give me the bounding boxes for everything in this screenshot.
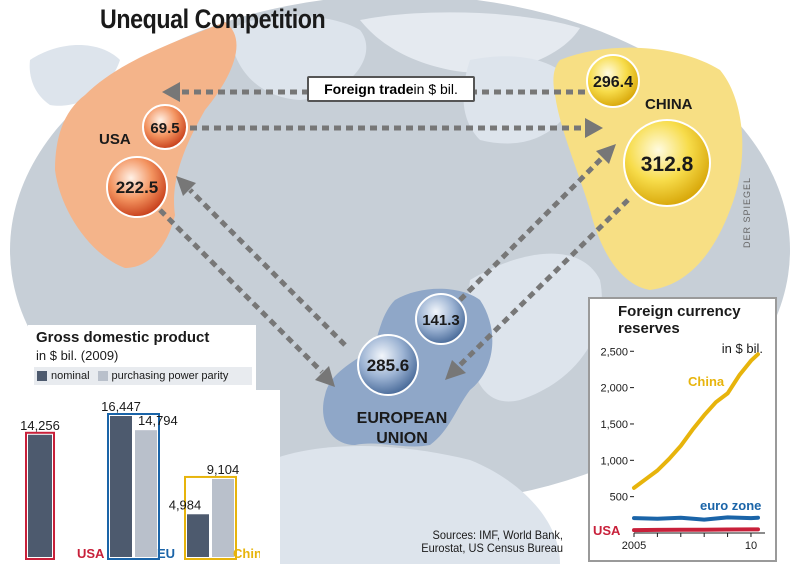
region-label-eu-line1: EUROPEAN [356,410,448,427]
arrow-china-to-eu [458,198,630,367]
line-euro-zone [632,515,760,522]
series-label-china: China [688,374,725,389]
bar-value-label: 14,794 [138,413,178,428]
bar-eu-ppp [135,430,157,557]
bubble-china-to-usa [586,54,640,108]
bar-usa-nominal [28,434,52,557]
y-tick-label: 2,000 [600,383,628,395]
line-usa [632,527,760,533]
sources: Sources: IMF, World Bank, Eurostat, US C… [420,529,563,555]
arrow-eu-to-usa [188,188,347,347]
region-usa [55,22,237,268]
y-tick-label: 1,000 [600,455,628,467]
arrowhead-usa-to-eu [315,366,335,387]
trade-label: Foreign trade [324,81,414,97]
land-africa [239,446,561,564]
series-label-euro-zone: euro zone [700,498,761,513]
credit: DER SPIEGEL [742,176,752,248]
arrow-usa-to-eu [158,208,324,374]
bubble-usa-to-eu [106,156,168,218]
bar-value-label: 9,104 [207,462,240,477]
arrowhead-china-to-eu [445,360,466,380]
trade-legend-box: Foreign trade in $ bil. [307,76,475,102]
category-label-china: China [233,546,260,561]
bar-value-label: 4,984 [169,497,202,512]
gdp-subtitle: in $ bil. (2009) [36,348,119,363]
arrow-eu-to-china [458,156,604,302]
legend-swatch-ppp [97,371,108,381]
bubble-eu-to-china [415,293,467,345]
land-siberia [463,56,580,144]
bubble-eu-to-usa [357,334,419,396]
value-eu-to-china: 141.3 [422,312,460,329]
line-china [632,352,760,490]
gdp-legend: nominal purchasing power parity [34,367,252,385]
region-label-usa: USA [99,131,131,148]
land-arctic [360,12,580,73]
legend-label-ppp: purchasing power parity [111,370,229,382]
y-tick-label: 2,500 [600,346,628,358]
reserves-title: Foreign currency reserves [618,303,741,337]
value-usa-to-eu: 222.5 [116,178,159,197]
reserves-chart: 500 1,000 1,500 2,000 2,500 2005 10 China euro z… [593,346,765,552]
value-eu-to-usa: 285.6 [367,356,410,375]
region-label-china: CHINA [645,96,693,113]
trade-unit: in $ bil. [413,81,458,97]
bubble-china-to-eu [623,119,711,207]
arrowhead-eu-to-usa [176,176,196,196]
y-tick-label: 500 [610,492,628,504]
x-tick-label: 10 [745,540,757,552]
arrowhead-eu-to-china [596,144,616,164]
bar-china-ppp [212,478,234,557]
bar-china-nominal [187,514,209,557]
sources-line2: Eurostat, US Census Bureau [421,541,563,555]
arrowhead-usa-to-china [585,118,603,138]
value-usa-to-china: 69.5 [150,120,179,137]
land-asia-west [467,253,602,402]
bar-value-label: 16,447 [101,399,141,414]
value-china-to-usa: 296.4 [593,74,633,91]
bubble-usa-to-china [142,104,188,150]
bubble-values: 69.5 222.5 296.4 312.8 141.3 285.6 [116,74,694,375]
value-china-to-eu: 312.8 [641,153,694,176]
category-label-usa: USA [77,546,105,561]
sources-line1: Sources: IMF, World Bank, [432,528,563,542]
region-label-eu: EUROPEAN UNION [352,409,452,449]
bar-eu-nominal [110,416,132,557]
legend-label-nominal: nominal [51,370,90,382]
gdp-title: Gross domestic product [36,329,210,346]
bar-value-label: 14,256 [20,418,60,433]
dashed-trade-arrows [158,82,630,387]
reserves-panel: Foreign currency reserves in $ bil. 500 1… [588,297,777,562]
trade-bubbles [106,54,711,396]
y-tick-label: 1,500 [600,419,628,431]
region-label-eu-line2: UNION [376,430,428,447]
gdp-panel: Gross domestic product in $ bil. (2009) … [0,325,280,564]
x-tick-label: 2005 [622,540,646,552]
gdp-header: Gross domestic product in $ bil. (2009) … [28,325,256,390]
category-label-eu: EU [157,546,175,561]
legend-swatch-nominal [37,371,47,381]
page-title: Unequal Competition [100,4,326,34]
reserves-unit: in $ bil. [721,341,763,356]
arrowhead-china-to-usa [162,82,180,102]
series-label-usa: USA [593,523,621,538]
